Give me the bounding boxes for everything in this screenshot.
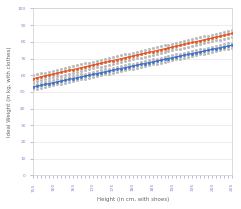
Y-axis label: Ideal Weight (in kg, with clothes): Ideal Weight (in kg, with clothes) [7,47,12,137]
X-axis label: Height (in cm, with shoes): Height (in cm, with shoes) [97,197,169,202]
